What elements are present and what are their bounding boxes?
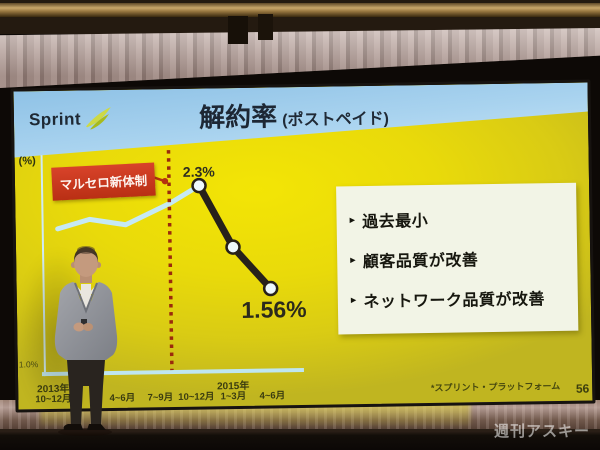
key-point-row: ▸ ネットワーク品質が改善 bbox=[351, 285, 578, 313]
presenter-lapel bbox=[74, 282, 98, 314]
x-tick-2015-q2: 4~6月 bbox=[259, 390, 286, 402]
presenter-neck bbox=[80, 273, 92, 283]
sprint-wing-icon bbox=[86, 107, 111, 130]
key-points-box: ▸ 過去最小 ▸ 顧客品質が改善 ▸ ネットワーク品質が改善 bbox=[336, 182, 579, 335]
peak-value-label: 2.3% bbox=[182, 163, 215, 180]
slide-page-number: 56 bbox=[575, 381, 590, 396]
presenter-hair-top bbox=[77, 246, 95, 254]
sprint-logo: Sprint bbox=[29, 107, 112, 131]
presenter-shoe bbox=[63, 424, 83, 430]
y-axis-line bbox=[40, 155, 47, 377]
presenter-hand bbox=[73, 322, 85, 332]
curtain-valance bbox=[0, 28, 600, 88]
key-point-label: ネットワーク品質が改善 bbox=[363, 291, 546, 312]
event-dotted-line bbox=[166, 150, 174, 371]
y-axis-unit-label: (%) bbox=[18, 155, 36, 168]
watermark: 週刊アスキー bbox=[494, 423, 591, 440]
key-point-row: ▸ 顧客品質が改善 bbox=[350, 245, 577, 273]
slide-footnote: *スプリント・プラットフォーム bbox=[430, 380, 561, 394]
key-point-label: 過去最小 bbox=[362, 213, 429, 232]
presenter-trousers bbox=[67, 360, 105, 425]
bullet-triangle-icon: ▸ bbox=[349, 213, 356, 226]
marcelo-callout-label: マルセロ新体制 bbox=[59, 173, 148, 193]
latest-value-label: 1.56% bbox=[241, 295, 307, 323]
rail-bracket bbox=[258, 14, 273, 40]
key-point-label: 顧客品質が改善 bbox=[362, 252, 479, 272]
data-point-peak bbox=[191, 177, 207, 194]
history-line-series bbox=[55, 183, 202, 232]
marcelo-callout-box: マルセロ新体制 bbox=[51, 162, 156, 201]
presenter-hand bbox=[83, 323, 93, 331]
key-point-row: ▸ 過去最小 bbox=[349, 205, 576, 233]
recent-line-series bbox=[195, 182, 275, 293]
callout-connector-dot bbox=[161, 177, 169, 185]
presenter bbox=[54, 246, 118, 436]
presenter-head bbox=[74, 249, 98, 277]
rail-bracket bbox=[228, 16, 248, 44]
data-point-mid bbox=[225, 239, 241, 255]
presenter-shirt-front bbox=[81, 284, 91, 326]
curtain-rail bbox=[0, 3, 600, 17]
presenter-shoe bbox=[87, 424, 106, 430]
stage-skirt bbox=[0, 429, 600, 450]
bullet-triangle-icon: ▸ bbox=[350, 253, 356, 266]
bullet-triangle-icon: ▸ bbox=[350, 293, 357, 306]
presenter-remote bbox=[81, 319, 87, 329]
data-point-latest bbox=[262, 280, 279, 297]
